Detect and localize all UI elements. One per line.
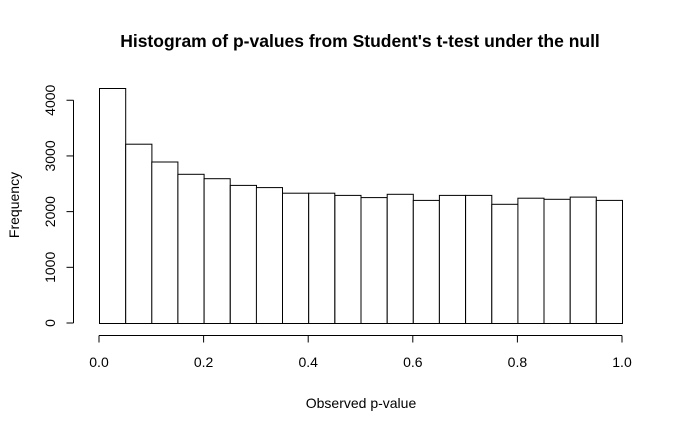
histogram-bar [569,196,597,325]
x-tick-label: 0.8 [508,354,528,370]
histogram-bar [386,193,414,324]
histogram-bar [517,197,545,324]
x-tick-label: 1.0 [612,354,632,370]
histogram-bar [282,192,310,324]
histogram-bar [125,143,153,324]
histogram-bar [255,187,283,324]
bars-group [99,88,623,325]
y-tick-label: 4000 [42,84,58,115]
y-tick-label: 2000 [42,196,58,227]
x-tick-label: 0.2 [194,354,214,370]
y-axis: 0 1000 2000 3000 4000 [42,84,74,327]
histogram-bar [543,198,571,324]
x-tick-label: 0.4 [298,354,318,370]
x-axis: 0.0 0.2 0.4 0.6 0.8 1.0 [89,335,632,370]
histogram-bar [308,192,336,324]
histogram-bar [465,194,493,324]
histogram-bar [334,194,362,324]
y-tick-label: 1000 [42,252,58,283]
y-tick-label: 0 [42,319,58,327]
histogram-bar [99,88,127,324]
x-axis-label: Observed p-value [306,395,417,411]
histogram-bar [229,184,258,324]
y-axis-label: Frequency [6,172,22,238]
histogram-bar [438,194,466,324]
x-tick-label: 0.6 [403,354,423,370]
x-tick-label: 0.0 [89,354,109,370]
y-tick-label: 3000 [42,140,58,171]
histogram-bar [177,173,205,324]
histogram-bar [412,199,440,324]
histogram-bar [595,199,623,324]
histogram-bar [151,161,179,324]
histogram-bar [491,203,519,324]
histogram-bar [203,178,231,324]
chart-title: Histogram of p-values from Student's t-t… [120,31,600,51]
histogram-bar [360,197,388,325]
